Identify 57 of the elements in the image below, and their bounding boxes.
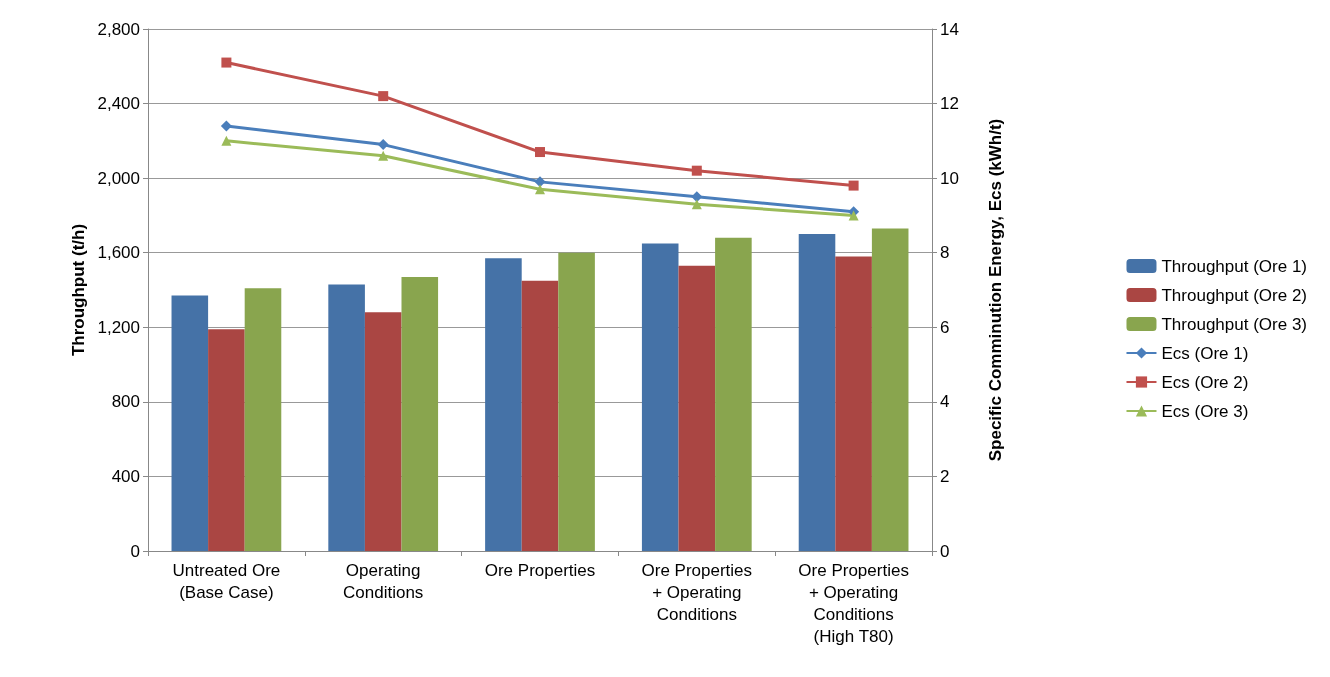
y2-tick-label: 14 — [940, 19, 959, 39]
point — [535, 184, 545, 195]
bar — [521, 280, 559, 551]
point — [848, 180, 859, 191]
bar — [485, 258, 522, 551]
bar — [641, 243, 679, 551]
legend-label: Throughput (Ore 1) — [1161, 256, 1307, 276]
y-tick-label: 1,600 — [97, 243, 140, 263]
legend-label: Throughput (Ore 3) — [1161, 314, 1307, 334]
point — [535, 147, 545, 158]
legend-label: Ecs (Ore 3) — [1161, 401, 1249, 421]
point — [220, 120, 232, 132]
point — [691, 191, 703, 203]
y-tick-label: 800 — [111, 392, 140, 412]
y-tick-label: 2,000 — [97, 168, 140, 188]
bar — [715, 237, 752, 551]
bar — [835, 256, 872, 551]
bar — [208, 329, 245, 551]
y-tick-label: 400 — [111, 466, 140, 486]
bar — [171, 295, 209, 551]
y-tick-label: 0 — [130, 541, 140, 561]
y2-tick-label: 2 — [940, 466, 950, 486]
x-tick-label: Untreated Ore (Base Case) — [172, 560, 281, 602]
point — [848, 210, 859, 221]
legend-label: Ecs (Ore 1) — [1161, 343, 1249, 363]
point — [691, 199, 702, 210]
legend-label: Ecs (Ore 2) — [1161, 372, 1249, 392]
bar — [328, 284, 365, 551]
x-tick-label: Ore Properties + Operating Conditions (High T80) — [798, 560, 909, 646]
x-tick-label: Ore Properties + Operating Conditions — [641, 560, 753, 624]
y-axis-title: Throughput (t/h) — [68, 223, 88, 357]
bar — [244, 288, 282, 551]
bar — [678, 265, 716, 551]
point — [378, 150, 389, 161]
y-tick-label: 1,200 — [97, 317, 140, 337]
bar — [871, 228, 909, 551]
y-tick-label: 2,800 — [97, 19, 140, 39]
point — [691, 165, 702, 176]
y2-tick-label: 6 — [940, 317, 950, 337]
bar — [401, 276, 439, 551]
y2-tick-label: 0 — [940, 541, 950, 561]
y2-axis-title: Specific Comminution Energy, Ecs (kWh/t) — [986, 118, 1005, 462]
y2-tick-label: 10 — [940, 168, 959, 188]
point — [221, 57, 232, 68]
bar — [798, 234, 836, 551]
x-tick-label: Ore Properties — [484, 560, 596, 580]
point — [377, 139, 389, 151]
x-tick-label: Operating Conditions — [343, 560, 424, 602]
legend-label: Throughput (Ore 2) — [1161, 285, 1307, 305]
bar — [364, 312, 402, 551]
point — [378, 91, 389, 102]
y-tick-label: 2,400 — [97, 94, 140, 114]
y2-tick-label: 12 — [940, 94, 959, 114]
bar — [558, 252, 595, 551]
y2-tick-label: 4 — [940, 392, 950, 412]
y2-tick-label: 8 — [940, 243, 950, 263]
point — [221, 135, 232, 146]
